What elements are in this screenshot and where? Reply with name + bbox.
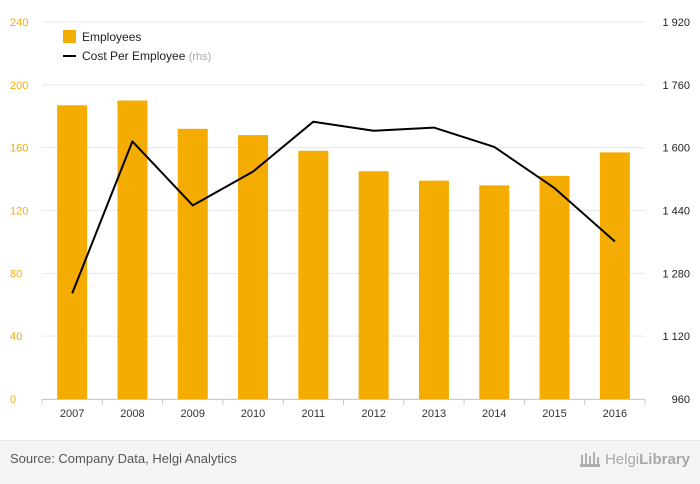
legend-label-cost: Cost Per Employee (rhs)	[82, 49, 211, 63]
left-tick-label: 240	[10, 17, 28, 29]
chart-area: 0 40 80 120 160 200 240 960 1 120 1 280 1 440 1 600…	[10, 17, 690, 420]
bar-2008	[117, 100, 148, 400]
left-tick-label: 80	[10, 268, 22, 280]
library-icon	[579, 452, 600, 467]
bar-2014	[479, 185, 510, 399]
brand-suffix: Library	[639, 450, 690, 468]
bar-2011	[298, 150, 329, 399]
brand-logo[interactable]: HelgiLibrary	[579, 450, 690, 468]
x-tick-label: 2007	[60, 408, 84, 420]
right-tick-label: 1 920	[662, 17, 690, 29]
x-tick-label: 2016	[603, 408, 627, 420]
footer: Source: Company Data, Helgi Analytics He…	[0, 440, 700, 484]
right-tick-label: 1 120	[662, 331, 690, 343]
x-tick-label: 2010	[241, 408, 265, 420]
bar-2016	[599, 152, 630, 399]
source-note: Source: Company Data, Helgi Analytics	[10, 451, 237, 466]
bar-2007	[57, 105, 88, 400]
legend-label-employees: Employees	[82, 30, 141, 44]
bar-2013	[418, 180, 449, 399]
left-tick-label: 120	[10, 206, 28, 218]
employees-cost-chart: 0 40 80 120 160 200 240 960 1 120 1 280 1 440 1 600…	[10, 17, 690, 420]
left-tick-label: 40	[10, 331, 22, 343]
x-tick-label: 2015	[542, 408, 566, 420]
right-tick-label: 960	[672, 394, 690, 406]
legend-label-rhs: (rhs)	[189, 51, 212, 63]
brand-name: HelgiLibrary	[605, 451, 690, 468]
brand-prefix: Helgi	[604, 450, 640, 468]
x-tick-label: 2014	[482, 408, 506, 420]
left-tick-label: 200	[10, 80, 28, 92]
right-tick-label: 1 600	[662, 143, 690, 155]
bar-2009	[177, 128, 208, 400]
x-tick-label: 2011	[302, 408, 326, 420]
right-tick-label: 1 440	[662, 206, 690, 218]
x-tick-label: 2008	[120, 408, 144, 420]
bar-2010	[238, 135, 269, 399]
x-tick-label: 2012	[361, 408, 385, 420]
legend-swatch-employees	[63, 30, 76, 43]
right-tick-label: 1 280	[662, 268, 690, 280]
x-tick-label: 2013	[422, 408, 446, 420]
left-tick-label: 0	[10, 394, 16, 406]
x-tick-label: 2009	[181, 408, 205, 420]
left-tick-label: 160	[10, 143, 28, 155]
bar-2012	[358, 171, 389, 399]
cost-per-employee-line	[71, 120, 616, 294]
bar-2015	[539, 175, 570, 399]
right-tick-label: 1 760	[662, 80, 690, 92]
